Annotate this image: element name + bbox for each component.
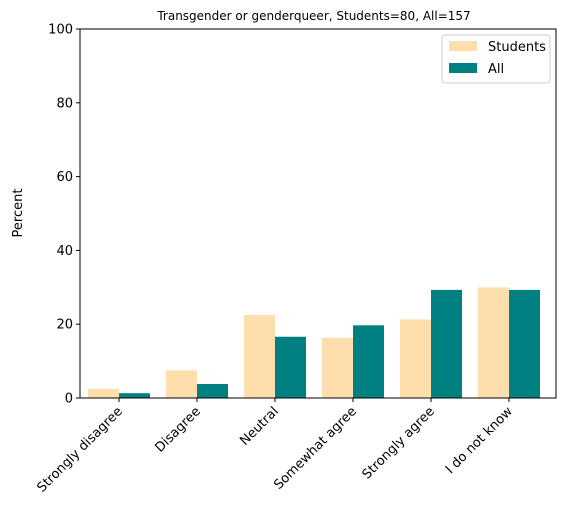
plot-area [88, 287, 540, 398]
x-tick-label: I do not know [443, 404, 516, 477]
legend-swatch-all [449, 63, 477, 73]
bar-students-4 [322, 337, 353, 398]
y-axis: 0 20 40 60 80 100 [48, 23, 80, 407]
y-tick-label: 80 [56, 96, 73, 111]
legend-label-all: All [488, 62, 504, 77]
x-tick-label: Strongly disagree [34, 404, 125, 495]
x-tick-label: Strongly agree [360, 404, 438, 482]
y-tick-label: 20 [56, 318, 73, 333]
bar-students-6 [478, 287, 509, 398]
x-tick-label: Disagree [152, 404, 203, 455]
legend-label-students: Students [488, 40, 546, 55]
bar-students-3 [244, 314, 275, 398]
x-tick-label: Somewhat agree [271, 404, 360, 493]
bar-all-1 [119, 393, 150, 398]
chart-title: Transgender or genderqueer, Students=80,… [156, 9, 470, 23]
x-tick-label: Neutral [237, 404, 282, 449]
x-axis: Strongly disagree Disagree NeutralSomewhat… [34, 398, 516, 496]
y-tick-label: 60 [56, 170, 73, 185]
bar-all-2 [197, 383, 228, 398]
plot-frame [79, 28, 557, 399]
y-tick-label: 40 [56, 244, 73, 259]
bar-students-5 [400, 319, 431, 398]
bar-all-6 [509, 289, 540, 398]
bar-all-3 [275, 336, 306, 398]
legend: Students All [441, 34, 551, 84]
legend-swatch-students [449, 41, 477, 51]
bar-all-5 [431, 289, 462, 398]
bar-students-2 [166, 370, 197, 398]
bar-all-4 [353, 325, 384, 398]
y-tick-label: 0 [65, 392, 73, 407]
y-tick-label: 100 [48, 23, 73, 38]
y-axis-label: Percent [11, 189, 26, 238]
bar-students-1 [88, 388, 119, 398]
